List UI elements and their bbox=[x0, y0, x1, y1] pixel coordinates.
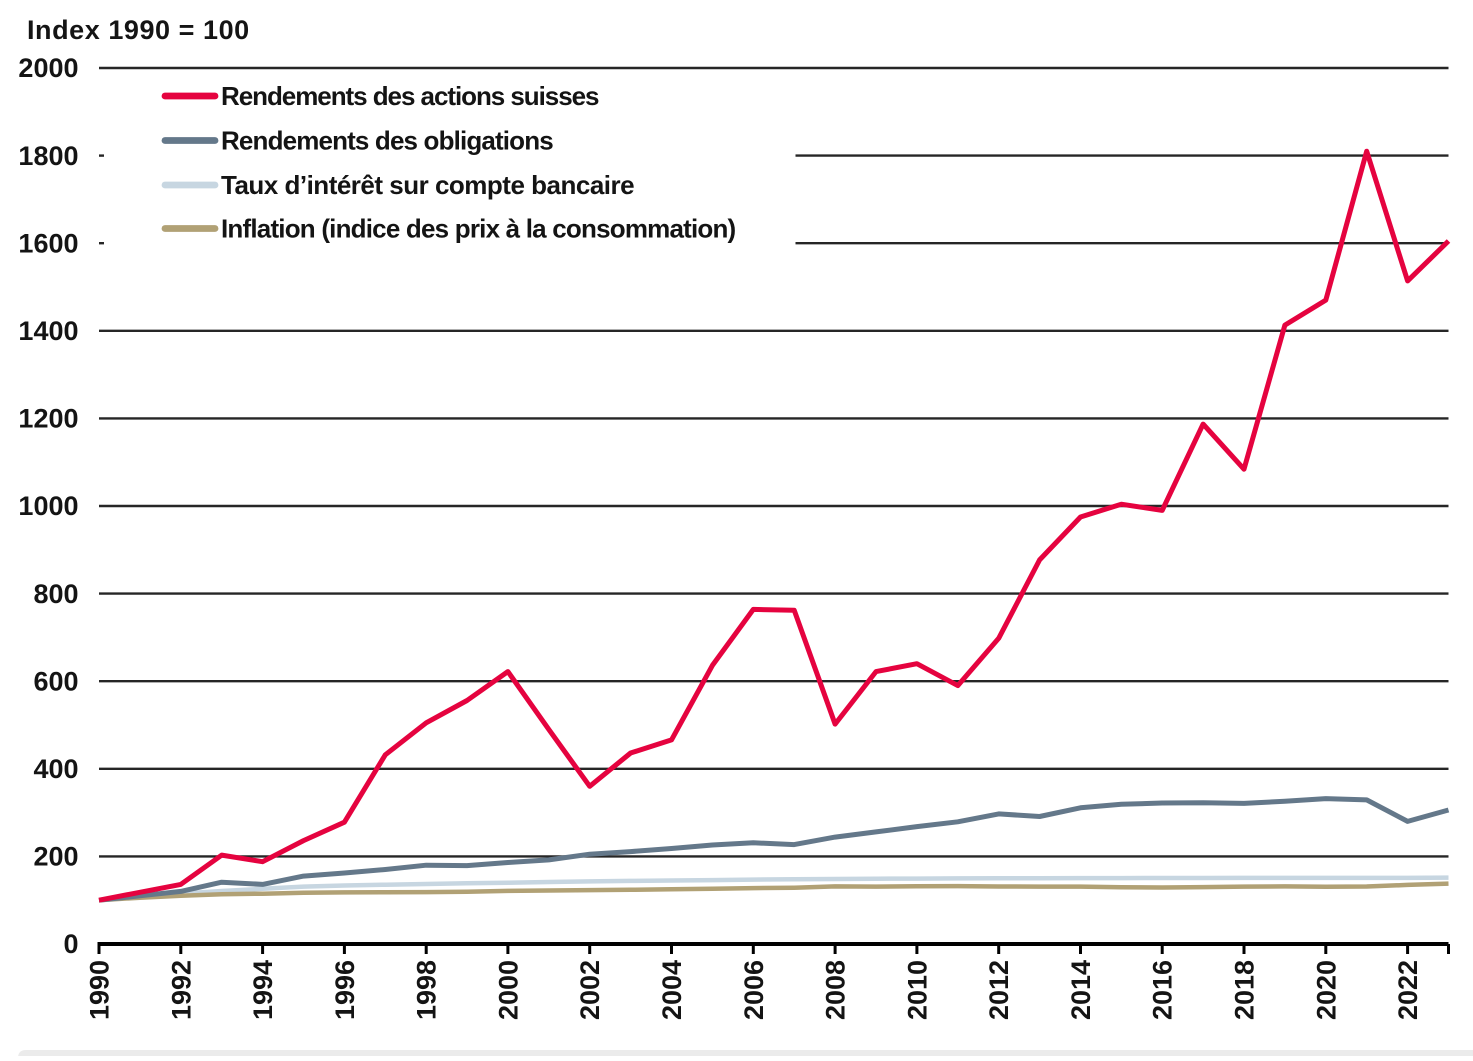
svg-text:1200: 1200 bbox=[18, 404, 78, 434]
svg-text:1990: 1990 bbox=[85, 960, 115, 1020]
svg-text:800: 800 bbox=[33, 579, 78, 609]
svg-text:Taux d’intérêt sur compte banc: Taux d’intérêt sur compte bancaire bbox=[221, 170, 634, 200]
svg-text:2008: 2008 bbox=[821, 960, 851, 1020]
svg-text:2016: 2016 bbox=[1148, 960, 1178, 1020]
svg-text:2018: 2018 bbox=[1230, 960, 1260, 1020]
svg-text:2012: 2012 bbox=[984, 960, 1014, 1020]
svg-text:2004: 2004 bbox=[657, 960, 687, 1020]
svg-text:1992: 1992 bbox=[166, 960, 196, 1020]
svg-text:Rendements des obligations: Rendements des obligations bbox=[221, 126, 553, 156]
svg-text:1994: 1994 bbox=[248, 960, 278, 1020]
svg-text:1800: 1800 bbox=[18, 141, 78, 171]
svg-text:Rendements des actions suisses: Rendements des actions suisses bbox=[221, 81, 599, 111]
svg-text:0: 0 bbox=[63, 929, 78, 959]
svg-text:600: 600 bbox=[33, 666, 78, 696]
svg-text:400: 400 bbox=[33, 754, 78, 784]
svg-text:1998: 1998 bbox=[412, 960, 442, 1020]
svg-text:Index 1990 = 100: Index 1990 = 100 bbox=[27, 15, 250, 45]
svg-text:Inflation (indice des prix à l: Inflation (indice des prix à la consomma… bbox=[221, 214, 736, 244]
svg-text:1000: 1000 bbox=[18, 491, 78, 521]
svg-text:1996: 1996 bbox=[330, 960, 360, 1020]
svg-text:2000: 2000 bbox=[18, 53, 78, 83]
svg-text:200: 200 bbox=[33, 842, 78, 872]
svg-text:2010: 2010 bbox=[902, 960, 932, 1020]
svg-text:2006: 2006 bbox=[739, 960, 769, 1020]
svg-text:2020: 2020 bbox=[1311, 960, 1341, 1020]
svg-text:2002: 2002 bbox=[575, 960, 605, 1020]
svg-text:2000: 2000 bbox=[493, 960, 523, 1020]
svg-text:2022: 2022 bbox=[1393, 960, 1423, 1020]
svg-text:1600: 1600 bbox=[18, 228, 78, 258]
svg-text:1400: 1400 bbox=[18, 316, 78, 346]
svg-text:2014: 2014 bbox=[1066, 960, 1096, 1020]
